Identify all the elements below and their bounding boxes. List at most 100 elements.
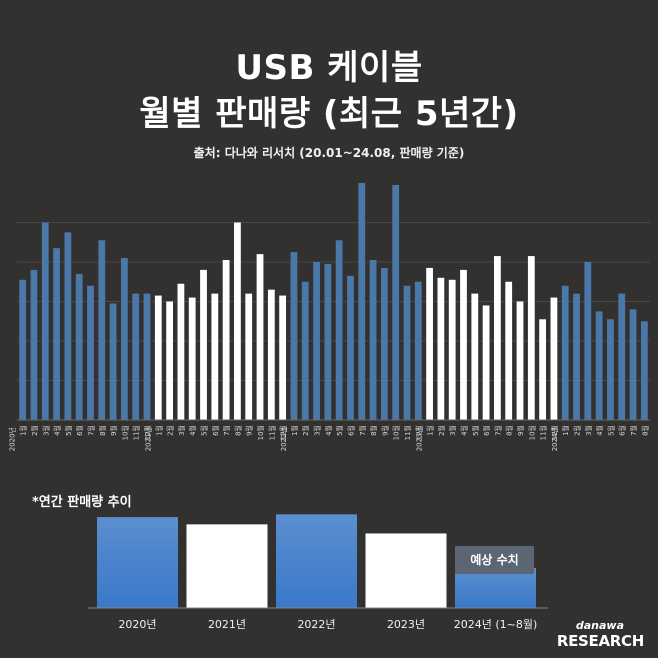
bar-2022년-6월 <box>347 275 354 420</box>
month-tick-label: 1월 <box>154 425 163 436</box>
bar-2021년-2월 <box>166 301 173 420</box>
annual-bar-2022년 <box>276 514 357 608</box>
bar-2022년-1월 <box>290 252 298 420</box>
annual-bar-2024년 (1~8월) <box>455 568 536 608</box>
month-tick-label: 10월 <box>392 425 401 440</box>
annual-bar-2020년 <box>97 517 178 608</box>
bar-2023년-12월 <box>550 297 558 420</box>
chart-title-line1: USB 케이블 <box>235 48 423 88</box>
month-tick-label: 8월 <box>640 425 649 436</box>
month-tick-label: 3월 <box>41 425 50 436</box>
bar-2022년-9월 <box>380 267 388 420</box>
month-tick-label: 3월 <box>584 425 593 436</box>
year-tick-label: 2022년 <box>279 427 288 451</box>
month-tick-label: 7월 <box>629 425 638 436</box>
bar-2020년-5월 <box>64 232 72 420</box>
source-note: 출처: 다나와 리서치 (20.01~24.08, 판매량 기준) <box>193 146 465 160</box>
annual-category-label: 2021년 <box>208 618 246 631</box>
month-tick-label: 1월 <box>19 425 28 436</box>
month-tick-label: 9월 <box>380 425 389 436</box>
bar-2022년-8월 <box>369 260 377 420</box>
month-tick-label: 10월 <box>256 425 265 440</box>
month-tick-label: 12월 <box>279 425 288 440</box>
bar-2022년-4월 <box>324 263 332 420</box>
month-tick-label: 3월 <box>177 425 186 436</box>
month-tick-label: 7월 <box>358 425 367 436</box>
month-tick-label: 4월 <box>324 425 333 436</box>
year-tick-label: 2020년 <box>8 427 17 451</box>
month-tick-label: 5월 <box>200 425 209 436</box>
month-tick-label: 12월 <box>550 425 559 440</box>
month-tick-label: 4월 <box>188 425 197 436</box>
bar-2020년-4월 <box>53 248 60 420</box>
bar-2023년-9월 <box>516 301 524 420</box>
month-tick-label: 8월 <box>233 425 242 436</box>
month-tick-label: 6월 <box>211 425 220 436</box>
bar-2024년-4월 <box>595 311 603 420</box>
month-tick-label: 12월 <box>143 425 152 440</box>
bar-2021년-3월 <box>177 283 185 420</box>
month-tick-label: 8월 <box>369 425 378 436</box>
bar-2023년-10월 <box>527 256 535 420</box>
annual-category-label: 2024년 (1~8월) <box>454 618 538 631</box>
month-tick-label: 2월 <box>166 425 175 436</box>
bar-2023년-3월 <box>448 279 456 420</box>
annual-bar-2023년 <box>365 533 447 608</box>
bar-2022년-7월 <box>358 183 366 420</box>
bar-2023년-2월 <box>437 277 445 420</box>
month-tick-label: 3월 <box>313 425 322 436</box>
month-tick-label: 11월 <box>539 425 548 440</box>
month-tick-label: 2월 <box>437 425 446 436</box>
bar-2022년-11월 <box>403 285 411 420</box>
annual-bar-2021년 <box>186 524 268 608</box>
bar-2023년-1월 <box>426 267 433 420</box>
logo-text-danawa: danawa <box>575 619 624 632</box>
danawa-research-logo: danawa RESEARCH <box>556 619 644 651</box>
month-tick-label: 9월 <box>516 425 525 436</box>
bar-2020년-3월 <box>41 222 49 420</box>
month-tick-label: 4월 <box>595 425 604 436</box>
month-tick-label: 10월 <box>527 425 536 440</box>
bar-2022년-10월 <box>392 184 400 420</box>
bar-2020년-2월 <box>30 269 38 420</box>
bar-2024년-6월 <box>618 293 626 420</box>
month-tick-label: 3월 <box>448 425 457 436</box>
month-tick-label: 6월 <box>482 425 491 436</box>
bar-2021년-11월 <box>267 289 275 420</box>
bar-2024년-8월 <box>640 321 648 420</box>
month-tick-label: 4월 <box>53 425 62 436</box>
year-tick-label: 2024년 <box>550 427 559 451</box>
bar-2024년-2월 <box>573 293 580 420</box>
bar-2020년-7월 <box>87 285 94 420</box>
bar-2021년-8월 <box>234 222 241 420</box>
month-tick-label: 10월 <box>120 425 129 440</box>
month-tick-label: 5월 <box>606 425 615 436</box>
bar-2021년-4월 <box>188 297 196 420</box>
bar-2021년-9월 <box>245 293 253 420</box>
bar-2020년-9월 <box>109 303 117 420</box>
logo-text-research: RESEARCH <box>556 632 644 650</box>
bar-2022년-3월 <box>313 262 320 420</box>
bar-2020년-8월 <box>98 240 106 420</box>
bar-2021년-1월 <box>154 295 162 420</box>
month-tick-label: 12월 <box>414 425 423 440</box>
forecast-badge: 예상 수치 <box>455 546 534 574</box>
annual-category-label: 2022년 <box>297 618 335 631</box>
month-tick-label: 7월 <box>86 425 95 436</box>
month-tick-label: 2월 <box>301 425 310 436</box>
month-tick-label: 8월 <box>505 425 514 436</box>
bar-2020년-1월 <box>19 279 27 420</box>
month-tick-label: 1월 <box>290 425 299 436</box>
month-tick-label: 7월 <box>222 425 231 436</box>
bar-2023년-7월 <box>494 256 501 420</box>
month-tick-label: 9월 <box>245 425 254 436</box>
month-tick-label: 4월 <box>459 425 468 436</box>
bar-2022년-5월 <box>335 240 343 420</box>
chart-title-line2: 월별 판매량 (최근 5년간) <box>139 94 519 134</box>
annual-chart-title: *연간 판매량 추이 <box>32 495 132 510</box>
bar-2024년-5월 <box>607 319 614 420</box>
bar-2020년-6월 <box>75 273 83 420</box>
month-tick-label: 11월 <box>403 425 412 440</box>
bar-2024년-3월 <box>584 262 592 420</box>
month-tick-label: 5월 <box>471 425 480 436</box>
